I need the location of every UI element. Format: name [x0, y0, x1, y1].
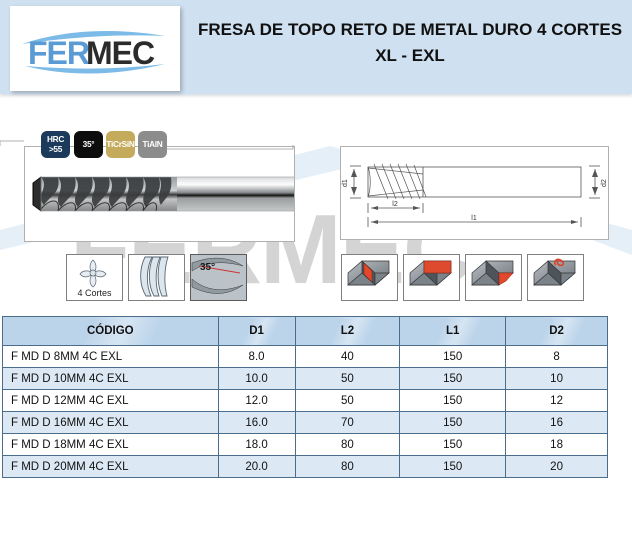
- svg-text:35°: 35°: [200, 262, 215, 273]
